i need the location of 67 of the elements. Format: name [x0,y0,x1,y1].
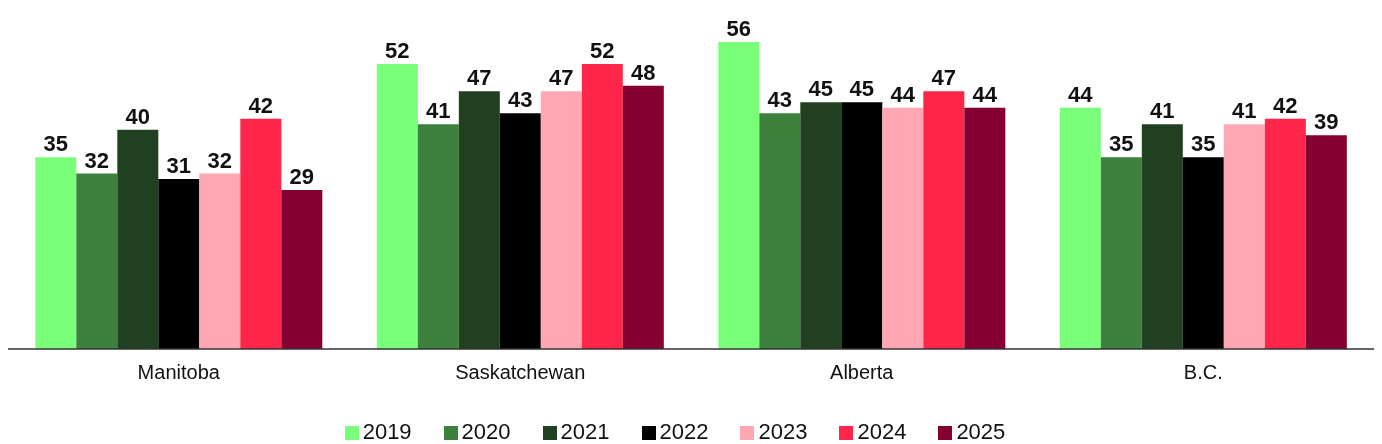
legend-label: 2024 [857,419,907,444]
data-label: 42 [248,92,274,118]
bar [240,118,282,349]
data-label: 43 [508,87,533,113]
data-label: 40 [125,103,151,129]
data-label: 56 [726,16,752,41]
legend-label: 2020 [461,419,511,444]
bar [800,102,842,349]
x-tick-label: Manitoba [137,361,221,384]
data-label: 42 [1273,92,1298,118]
bar [117,129,159,349]
data-label: 41 [1232,98,1257,124]
bar [76,173,118,349]
bar [1223,124,1265,349]
data-label: 32 [84,147,110,173]
data-label: 43 [767,87,793,113]
bar [1182,157,1224,349]
x-tick-label: Alberta [830,361,895,384]
x-tick-label: B.C. [1183,361,1223,384]
legend-label: 2022 [659,419,709,444]
data-label: 47 [467,65,492,91]
bar [1100,157,1142,349]
bar [1141,124,1183,349]
bar [199,173,241,349]
data-label: 41 [1150,98,1175,124]
legend-label: 2025 [956,419,1006,444]
data-label: 45 [808,76,834,102]
bar [376,63,418,349]
legend-label: 2019 [362,419,412,444]
bar [417,124,459,349]
data-label: 44 [1068,81,1094,107]
data-label: 44 [972,81,998,107]
bar [1264,118,1306,349]
data-label: 47 [549,65,574,91]
bar [622,85,664,349]
data-label: 41 [426,98,451,124]
data-label: 35 [43,131,69,157]
data-label: 52 [590,37,615,63]
data-label: 47 [931,65,957,91]
legend-label: 2021 [560,419,610,444]
x-tick-label: Saskatchewan [455,361,586,384]
bar [458,91,500,349]
data-label: 31 [166,153,192,179]
bar [1059,107,1101,349]
data-label: 35 [1109,131,1134,157]
legend-label: 2023 [758,419,808,444]
bar [964,107,1006,349]
bar [540,91,582,349]
bar [718,42,760,349]
data-label: 32 [207,147,233,173]
data-label: 52 [385,37,410,63]
bar [499,113,541,349]
bar [581,63,623,349]
bar [923,91,965,349]
bar [841,102,883,349]
bar [281,190,323,349]
bar [158,179,200,349]
data-label: 29 [289,164,315,190]
data-label: 44 [890,81,916,107]
data-label: 39 [1314,109,1339,135]
bar [759,113,801,349]
data-label: 48 [631,59,656,85]
bar [35,157,77,349]
data-label: 45 [849,76,875,102]
bar [1305,135,1347,349]
data-label: 35 [1191,131,1216,157]
bar [882,107,924,349]
